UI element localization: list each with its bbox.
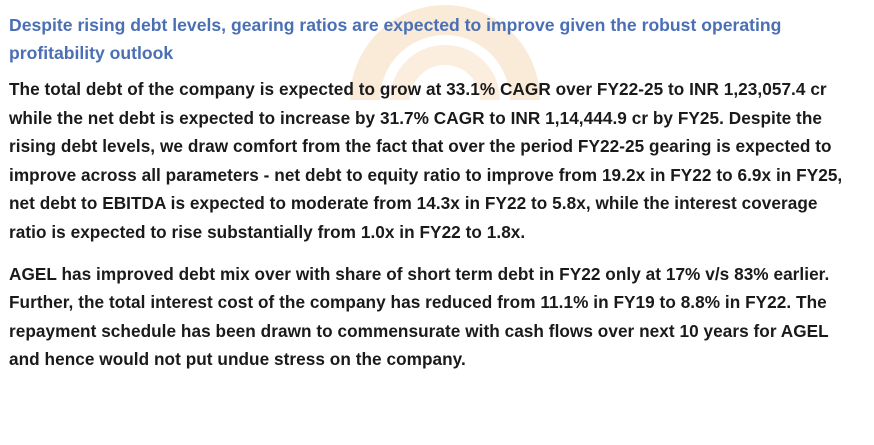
document-page: Despite rising debt levels, gearing rati… <box>9 11 861 374</box>
body-paragraph-debt-outlook: The total debt of the company is expecte… <box>9 79 843 242</box>
section-heading: Despite rising debt levels, gearing rati… <box>9 15 782 63</box>
body-paragraph-debt-mix: AGEL has improved debt mix over with sha… <box>9 263 830 370</box>
